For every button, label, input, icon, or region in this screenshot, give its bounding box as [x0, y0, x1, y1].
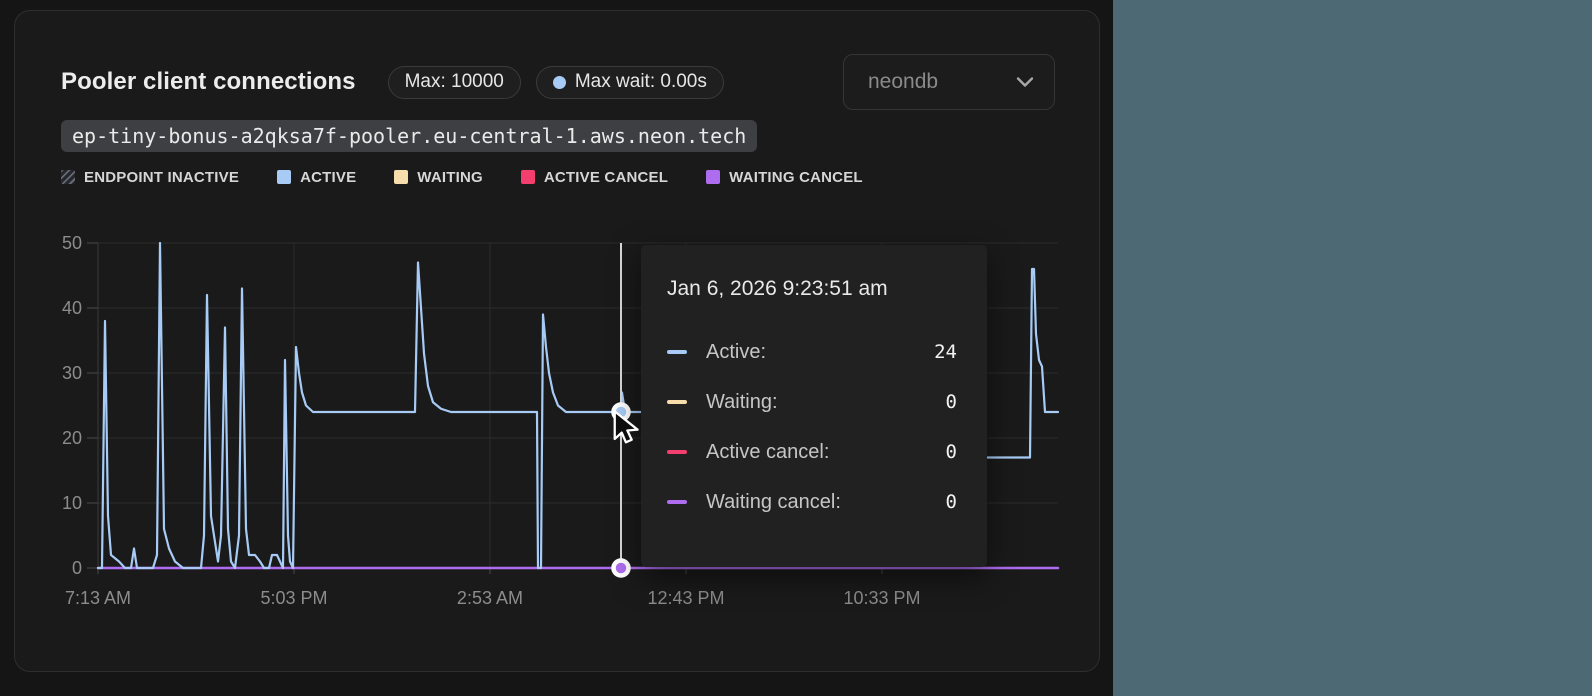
max-wait-dot-icon: [552, 75, 566, 89]
tooltip-series-label: Active:: [706, 340, 767, 363]
legend-label: ACTIVE CANCEL: [543, 168, 669, 186]
series-marker-icon: [667, 400, 687, 404]
tooltip-series-value: 0: [945, 391, 957, 413]
tooltip-series-value: 0: [945, 491, 957, 513]
side-panel: [1113, 0, 1592, 696]
series-marker-icon: [667, 450, 687, 454]
mouse-cursor-icon: [613, 410, 639, 444]
database-selector-value: neondb: [868, 70, 939, 93]
x-axis-tick-label: 2:53 AM: [456, 588, 523, 608]
legend-label: WAITING CANCEL: [729, 168, 863, 186]
tooltip-rows: Active: 24 Waiting: 0 Active cancel: 0 Waiting…: [641, 327, 987, 527]
legend-swatch-icon: [520, 170, 535, 184]
y-axis-tick-label: 10: [61, 493, 82, 513]
x-axis-tick-label: 10:33 PM: [843, 588, 921, 608]
legend-item-active[interactable]: ACTIVE: [277, 169, 356, 186]
legend-item-active-cancel[interactable]: ACTIVE CANCEL: [520, 168, 669, 186]
y-axis-tick-label: 40: [61, 298, 82, 318]
tooltip-row: Active: 24: [641, 327, 987, 377]
page-title: Pooler client connections: [61, 68, 356, 95]
x-axis-tick-label: 12:43 PM: [647, 588, 725, 608]
tooltip-series-label: Waiting:: [706, 390, 778, 413]
series-marker-icon: [667, 500, 687, 504]
y-axis-tick-label: 30: [61, 363, 82, 383]
tooltip-series-label: Active cancel:: [706, 440, 830, 463]
series-marker-icon: [667, 350, 687, 354]
max-connections-badge: Max: 10000: [387, 65, 521, 99]
tooltip-timestamp: Jan 6, 2026 9:23:51 am: [667, 277, 888, 300]
tooltip-row: Waiting: 0: [641, 377, 987, 427]
legend-swatch-icon: [277, 170, 292, 184]
y-axis-tick-label: 20: [61, 428, 82, 448]
x-axis-tick-label: 7:13 AM: [64, 588, 132, 608]
chart-tooltip: Jan 6, 2026 9:23:51 am Active: 24 Waiting:…: [641, 245, 987, 567]
legend-swatch-icon: [394, 170, 409, 184]
legend-label: ACTIVE: [300, 168, 357, 186]
tooltip-series-value: 24: [934, 341, 957, 363]
card-header: Pooler client connections Max: 10000 Max…: [61, 54, 1055, 110]
legend-item-endpoint-inactive[interactable]: ENDPOINT INACTIVE: [61, 169, 239, 186]
chart-area[interactable]: 0 10 20 30 40 50 7:13 AM 5:03 PM 2:53 AM 12:43 P…: [62, 233, 1060, 608]
legend-swatch-icon: [706, 170, 721, 184]
chevron-down-icon: [1016, 77, 1034, 87]
pooler-connections-card: Pooler client connections Max: 10000 Max…: [14, 10, 1100, 672]
legend-label: WAITING: [417, 168, 483, 186]
tooltip-series-label: Waiting cancel:: [706, 490, 841, 513]
database-selector[interactable]: neondb: [843, 54, 1055, 110]
y-axis-tick-label: 0: [71, 558, 82, 578]
chart-legend: ENDPOINT INACTIVE ACTIVE WAITING ACTIVE CAN…: [61, 166, 863, 188]
max-wait-label: Max wait: 0.00s: [574, 71, 707, 92]
legend-item-waiting-cancel[interactable]: WAITING CANCEL: [706, 169, 863, 186]
x-axis-tick-label: 5:03 PM: [260, 588, 328, 608]
max-connections-label: Max: 10000: [404, 71, 504, 92]
tooltip-row: Waiting cancel: 0: [641, 477, 987, 527]
legend-swatch-icon: [61, 170, 75, 184]
legend-item-waiting[interactable]: WAITING: [394, 169, 483, 186]
tooltip-row: Active cancel: 0: [641, 427, 987, 477]
max-wait-badge: Max wait: 0.00s: [535, 65, 724, 99]
legend-label: ENDPOINT INACTIVE: [84, 168, 240, 186]
y-axis-tick-label: 50: [61, 233, 82, 253]
tooltip-series-value: 0: [945, 441, 957, 463]
endpoint-host: ep-tiny-bonus-a2qksa7f-pooler.eu-central…: [61, 120, 758, 152]
